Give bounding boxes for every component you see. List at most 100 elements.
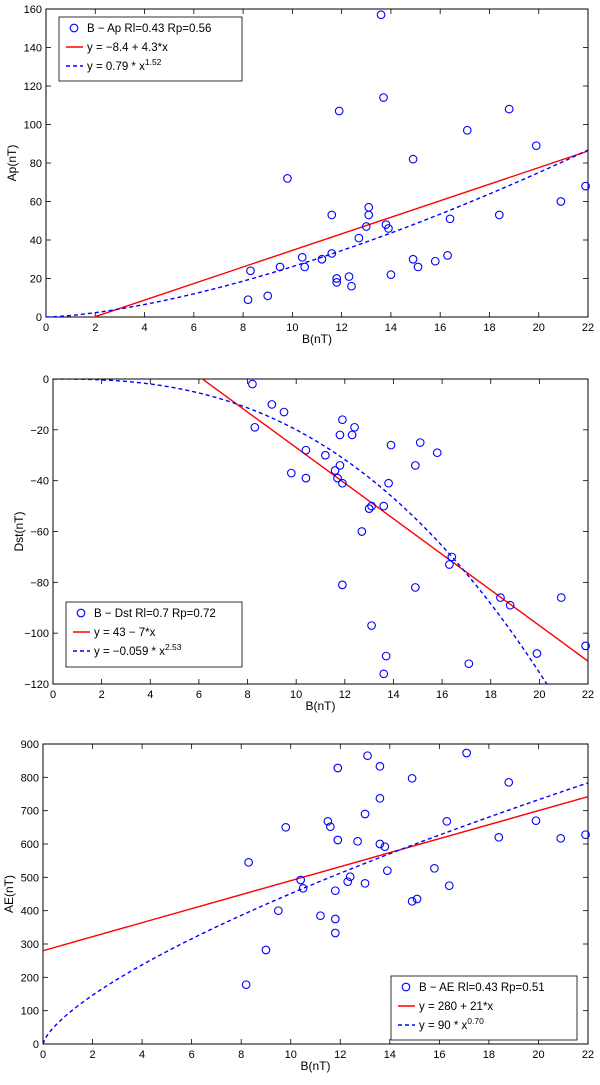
x-tick-label: 4 — [139, 1049, 145, 1061]
x-tick-label: 16 — [434, 322, 446, 334]
y-tick-label: 140 — [24, 43, 42, 55]
ap-scatter-chart: 0 2 4 6 8 10 12 14 16 18 20 22 0 20 40 60 80 100 120 140 160… — [5, 4, 594, 346]
y-tick-label: 0 — [43, 374, 49, 386]
data-point — [384, 478, 393, 488]
legend-label-linear: y = 43 − 7*x — [94, 627, 156, 639]
y-tick-label: 0 — [33, 1039, 39, 1051]
x-tick-label: 10 — [290, 689, 302, 701]
data-point — [332, 278, 342, 287]
data-point — [330, 466, 340, 475]
data-point — [445, 214, 455, 224]
data-points — [241, 748, 590, 990]
data-point — [556, 833, 566, 843]
power-fit-curve — [43, 782, 588, 1044]
y-tick-label: 500 — [21, 872, 39, 884]
data-point — [382, 866, 392, 876]
y-tick-label: 100 — [21, 1006, 39, 1018]
data-point — [330, 886, 340, 896]
data-point — [298, 883, 308, 893]
data-point — [273, 906, 283, 916]
legend-label-linear: y = −8.4 + 4.3*x — [87, 42, 168, 54]
data-point — [360, 809, 370, 819]
data-point — [367, 621, 376, 630]
data-point — [330, 914, 340, 924]
x-tick-label: 20 — [533, 689, 545, 701]
x-tick-label: 4 — [147, 689, 153, 701]
fit-curves — [46, 149, 588, 317]
legend-label-points: B − Ap Rl=0.43 Rp=0.56 — [87, 23, 211, 35]
data-point — [408, 254, 418, 264]
y-tick-label: 300 — [21, 939, 39, 951]
data-point — [462, 748, 471, 758]
data-point — [244, 857, 253, 867]
data-point — [430, 863, 439, 873]
x-axis-label: B(nT) — [306, 699, 336, 713]
data-point — [408, 154, 418, 164]
data-point — [531, 141, 541, 151]
x-axis-label: B(nT) — [301, 1059, 331, 1073]
x-tick-label: 2 — [92, 322, 98, 334]
data-point — [532, 649, 542, 658]
data-point — [332, 274, 342, 283]
data-point — [375, 839, 385, 849]
dst-scatter-chart: 0 2 4 6 8 10 12 14 16 18 20 22 −120 −100 −80 −60 −40 −20 0… — [12, 374, 594, 713]
legend: B − AE Rl=0.43 Rp=0.51 y = 280 + 21*x y = … — [390, 975, 578, 1041]
data-point — [321, 450, 330, 460]
data-point — [363, 751, 372, 761]
legend-label-linear: y = 280 + 21*x — [419, 1001, 493, 1013]
data-point — [347, 281, 356, 291]
x-tick-label: 22 — [582, 322, 594, 334]
y-tick-label: 100 — [24, 120, 42, 132]
data-point — [581, 830, 590, 840]
x-tick-label: 2 — [89, 1049, 95, 1061]
data-point — [326, 822, 335, 832]
data-point — [430, 256, 440, 266]
legend-power-base: y = −0.059 * x — [94, 646, 165, 658]
data-point — [243, 295, 253, 305]
data-point — [317, 254, 327, 264]
data-point — [300, 262, 310, 272]
y-tick-label: −120 — [24, 679, 49, 691]
y-tick-label: 80 — [30, 158, 42, 170]
data-point — [263, 291, 273, 301]
x-tick-label: 0 — [43, 322, 49, 334]
legend-label-power: y = 0.79 * x1.52 — [87, 57, 162, 73]
x-tick-label: 20 — [533, 322, 545, 334]
data-point — [376, 10, 386, 20]
legend-power-base: y = 90 * x — [419, 1020, 468, 1032]
data-point — [297, 252, 307, 262]
y-tick-label: 700 — [21, 806, 39, 818]
x-tick-label: 10 — [286, 322, 298, 334]
x-tick-label: 16 — [436, 689, 448, 701]
x-tick-label: 8 — [244, 689, 250, 701]
legend-box — [58, 16, 243, 82]
data-point — [279, 407, 289, 417]
y-tick-label: 200 — [21, 972, 39, 984]
data-point — [386, 440, 396, 450]
data-point — [504, 104, 514, 114]
data-point — [556, 197, 566, 206]
data-point — [275, 262, 285, 272]
data-point — [345, 872, 355, 882]
data-point — [443, 251, 452, 260]
y-tick-label: −20 — [30, 425, 49, 437]
y-tick-label: 800 — [21, 772, 39, 784]
power-fit-curve — [46, 149, 588, 317]
data-point — [283, 174, 292, 183]
y-tick-label: 20 — [30, 274, 42, 286]
x-tick-label: 0 — [40, 1049, 46, 1061]
y-tick-label: 0 — [36, 312, 42, 324]
data-point — [380, 842, 390, 852]
data-point — [330, 928, 340, 938]
legend-label-power: y = 90 * x0.70 — [419, 1016, 484, 1032]
fit-curves — [43, 782, 588, 1044]
data-point — [464, 659, 474, 669]
y-tick-label: −80 — [30, 577, 49, 589]
y-tick-label: −60 — [30, 527, 49, 539]
data-point — [364, 202, 374, 212]
data-point — [327, 249, 337, 258]
data-point — [462, 125, 472, 135]
legend-power-exponent: 0.70 — [467, 1016, 484, 1026]
data-point — [296, 875, 305, 885]
x-tick-label: 4 — [141, 322, 147, 334]
